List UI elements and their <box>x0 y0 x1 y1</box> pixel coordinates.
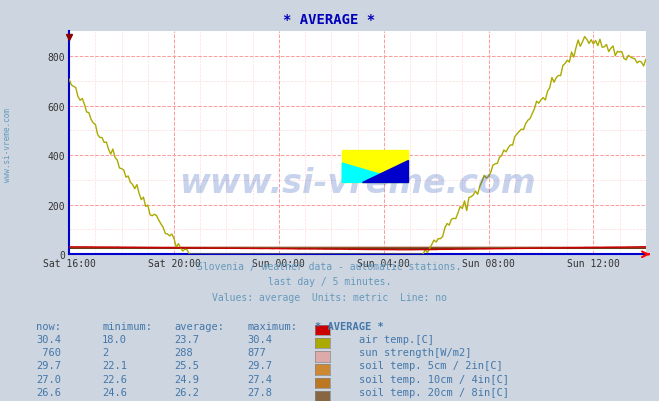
Text: 26.6: 26.6 <box>36 387 61 397</box>
Text: Values: average  Units: metric  Line: no: Values: average Units: metric Line: no <box>212 292 447 302</box>
Text: 25.4: 25.4 <box>175 400 200 401</box>
Text: 27.0: 27.0 <box>36 374 61 384</box>
Text: * AVERAGE *: * AVERAGE * <box>283 13 376 27</box>
Text: soil temp. 20cm / 8in[C]: soil temp. 20cm / 8in[C] <box>359 387 509 397</box>
Text: 2: 2 <box>102 347 108 357</box>
Text: soil temp. 5cm / 2in[C]: soil temp. 5cm / 2in[C] <box>359 360 503 371</box>
Text: Slovenia / weather data - automatic stations.: Slovenia / weather data - automatic stat… <box>197 261 462 271</box>
Text: 29.7: 29.7 <box>36 360 61 371</box>
Polygon shape <box>342 164 408 183</box>
Text: minimum:: minimum: <box>102 321 152 331</box>
Text: * AVERAGE *: * AVERAGE * <box>315 321 384 331</box>
Text: 27.8: 27.8 <box>247 387 272 397</box>
Text: 23.7: 23.7 <box>175 334 200 344</box>
Text: 22.1: 22.1 <box>102 360 127 371</box>
Text: 26.2: 26.2 <box>175 387 200 397</box>
Text: soil temp. 10cm / 4in[C]: soil temp. 10cm / 4in[C] <box>359 374 509 384</box>
Text: maximum:: maximum: <box>247 321 297 331</box>
Text: 24.9: 24.9 <box>175 374 200 384</box>
Text: 30.4: 30.4 <box>36 334 61 344</box>
Text: 18.0: 18.0 <box>102 334 127 344</box>
Text: 27.4: 27.4 <box>247 374 272 384</box>
Text: 25.3: 25.3 <box>36 400 61 401</box>
Polygon shape <box>362 160 408 183</box>
Text: 760: 760 <box>36 347 61 357</box>
Text: 25.9: 25.9 <box>247 400 272 401</box>
Text: last day / 5 minutes.: last day / 5 minutes. <box>268 277 391 287</box>
Text: 24.6: 24.6 <box>102 387 127 397</box>
Text: 25.5: 25.5 <box>175 360 200 371</box>
Bar <box>342 151 408 183</box>
Text: 30.4: 30.4 <box>247 334 272 344</box>
Text: 29.7: 29.7 <box>247 360 272 371</box>
Text: air temp.[C]: air temp.[C] <box>359 334 434 344</box>
Text: www.si-vreme.com: www.si-vreme.com <box>3 107 13 181</box>
Text: average:: average: <box>175 321 225 331</box>
Text: soil temp. 30cm / 12in[C]: soil temp. 30cm / 12in[C] <box>359 400 515 401</box>
Text: 877: 877 <box>247 347 266 357</box>
Text: now:: now: <box>36 321 61 331</box>
Text: 288: 288 <box>175 347 193 357</box>
Text: 24.8: 24.8 <box>102 400 127 401</box>
Text: www.si-vreme.com: www.si-vreme.com <box>179 167 536 200</box>
Text: 22.6: 22.6 <box>102 374 127 384</box>
Text: sun strength[W/m2]: sun strength[W/m2] <box>359 347 472 357</box>
